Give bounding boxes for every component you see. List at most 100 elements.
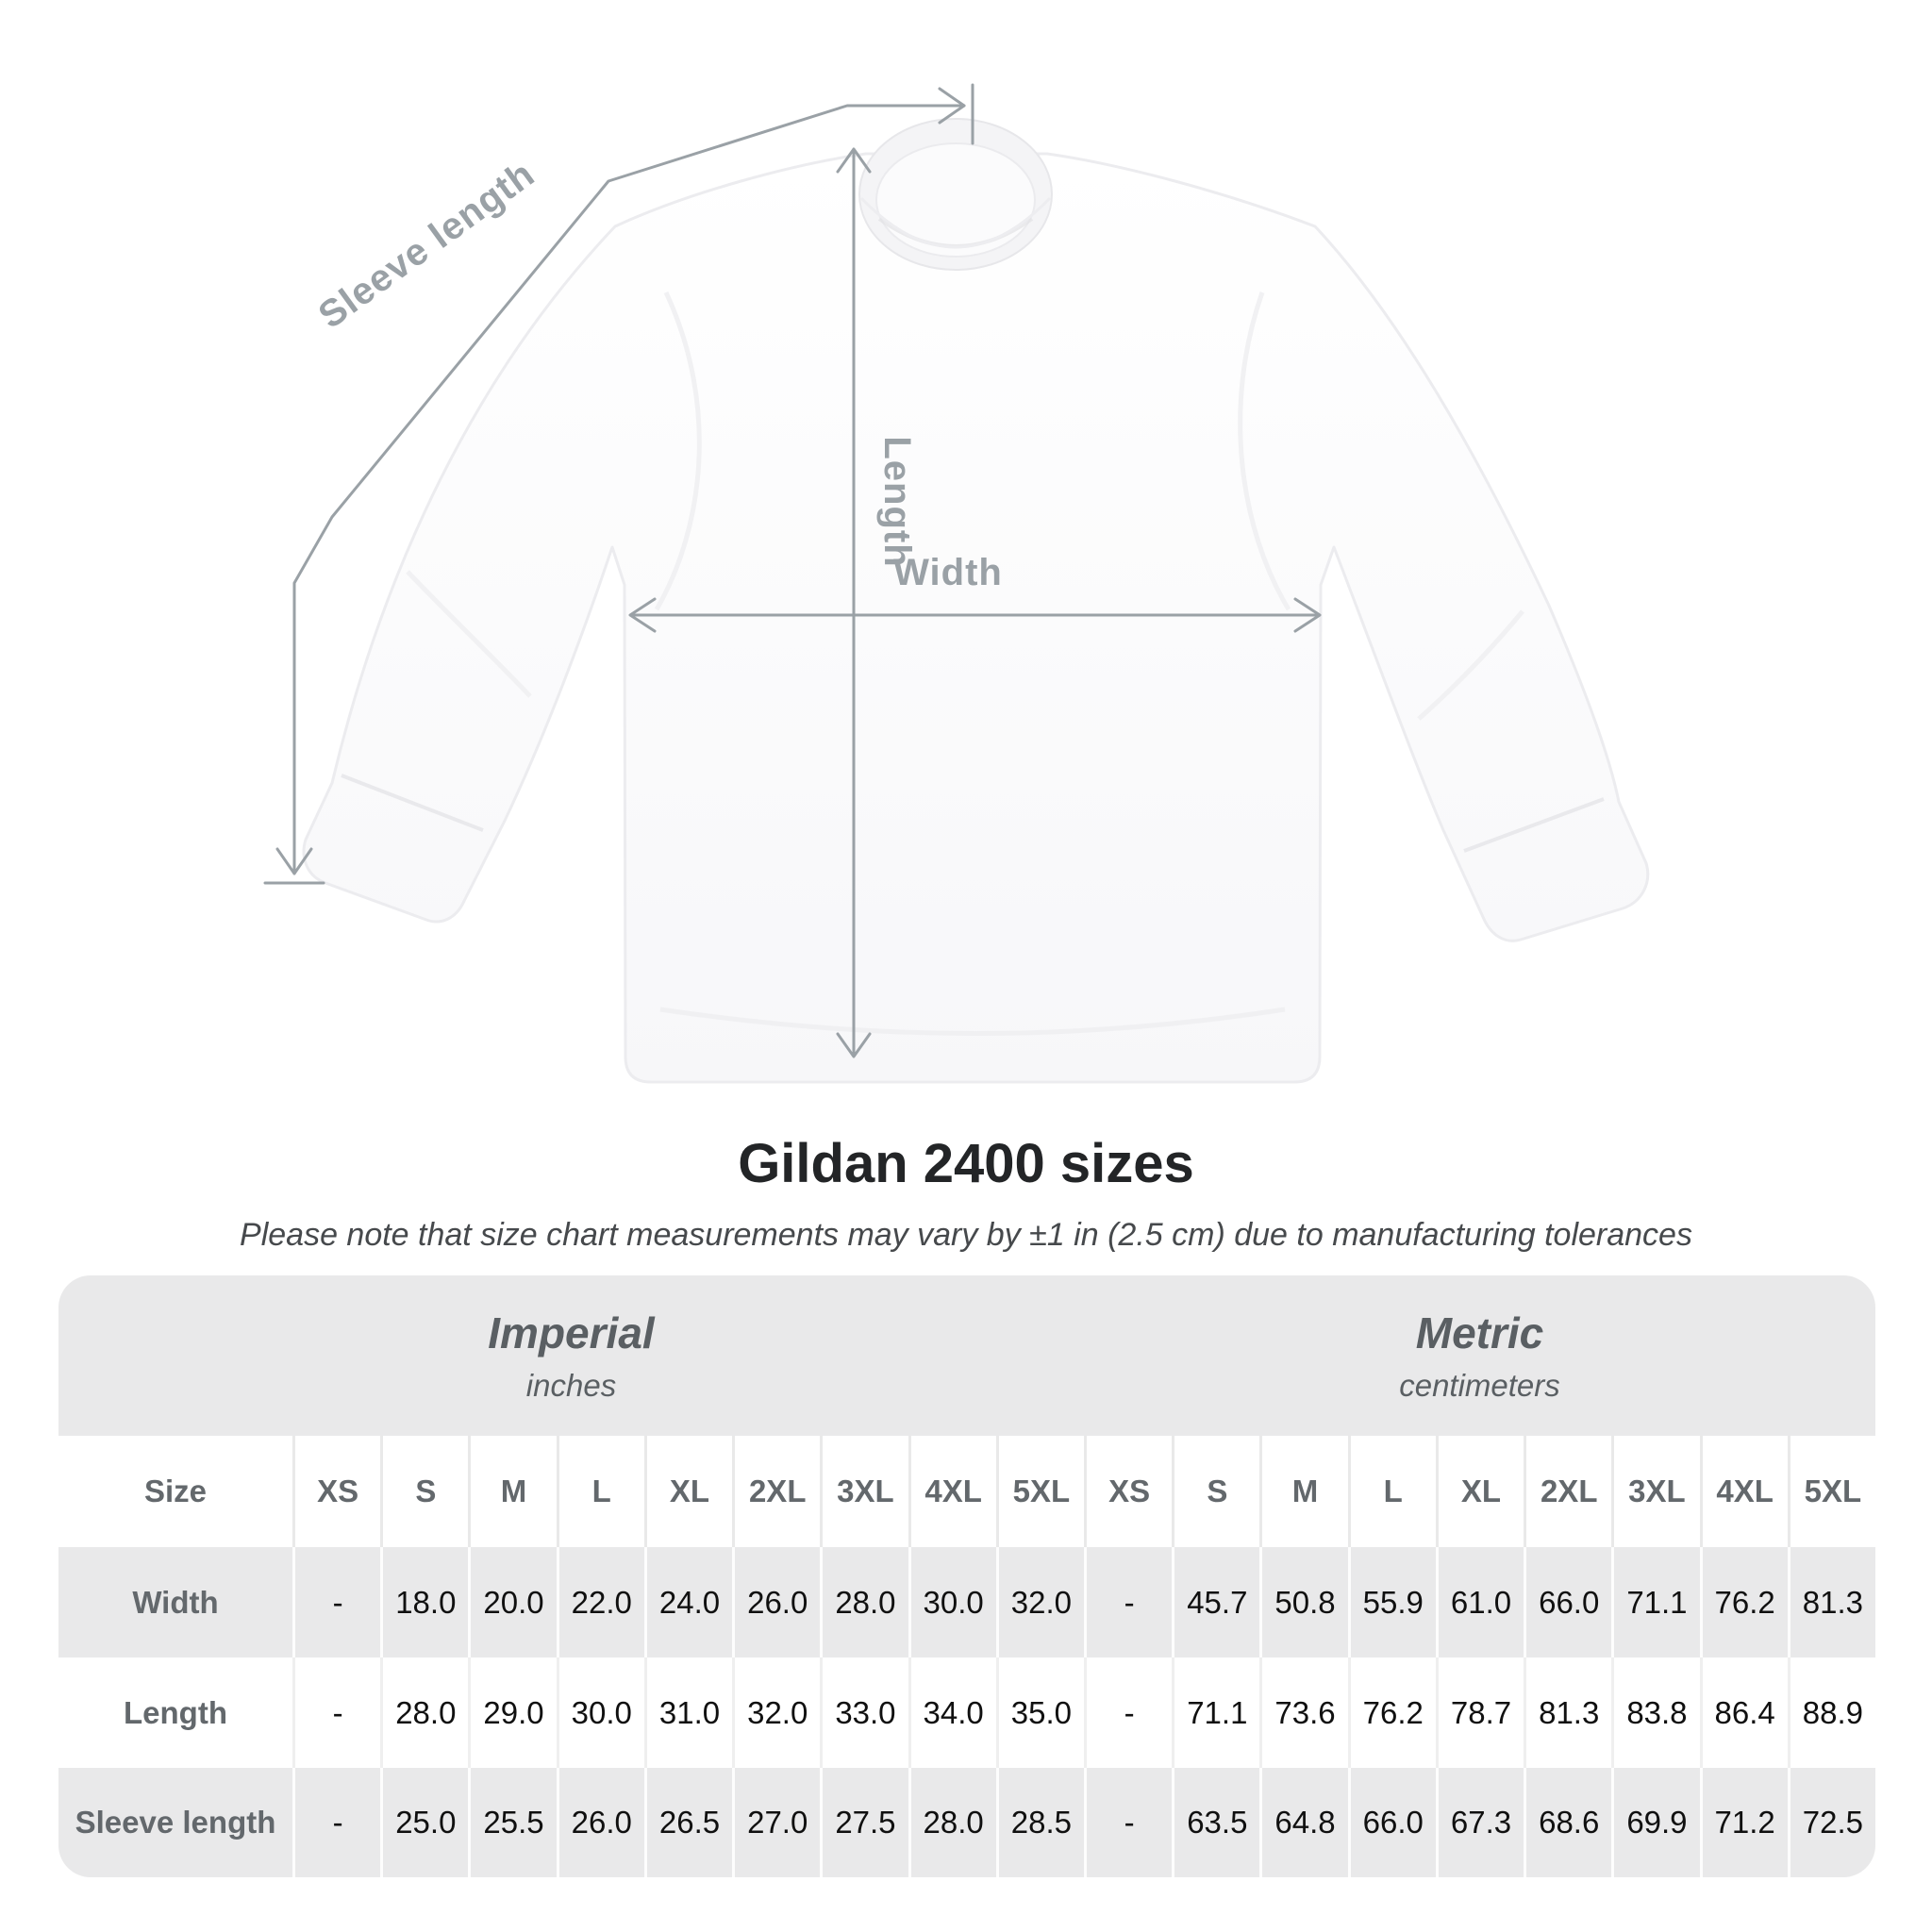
cell: 71.2 (1699, 1768, 1788, 1877)
row-label: Sleeve length (75, 1805, 276, 1840)
col-header: 3XL (820, 1436, 908, 1547)
cell: 34.0 (908, 1657, 996, 1768)
col-header: XL (1435, 1436, 1524, 1547)
size-chart-table: Imperial inches Metric centimeters Size … (58, 1275, 1875, 1877)
cell: - (292, 1547, 380, 1657)
cell: 55.9 (1347, 1547, 1436, 1657)
cell: 33.0 (820, 1657, 908, 1768)
cell: 86.4 (1699, 1657, 1788, 1768)
row-label: Length (124, 1694, 227, 1730)
col-header: XL (643, 1436, 732, 1547)
cell: 32.0 (995, 1547, 1084, 1657)
row-label: Width (132, 1584, 219, 1620)
col-header: 5XL (1787, 1436, 1875, 1547)
cell: 28.0 (820, 1547, 908, 1657)
metric-unit-label: centimeters (1399, 1368, 1560, 1403)
col-header: M (468, 1436, 556, 1547)
col-header: 3XL (1611, 1436, 1699, 1547)
cell: 66.0 (1524, 1547, 1611, 1657)
cell: 28.0 (380, 1657, 468, 1768)
col-header: 2XL (732, 1436, 820, 1547)
sleeve-length-label: Sleeve length (311, 153, 542, 337)
cell: 66.0 (1347, 1768, 1436, 1877)
cell: 28.5 (995, 1768, 1084, 1877)
col-header: 4XL (1699, 1436, 1788, 1547)
col-header: 2XL (1524, 1436, 1611, 1547)
cell: 26.5 (643, 1768, 732, 1877)
cell: 64.8 (1259, 1768, 1347, 1877)
shirt-size-diagram: Sleeve length Length Width (263, 83, 1650, 1084)
cell: - (1083, 1657, 1172, 1768)
cell: 61.0 (1435, 1547, 1524, 1657)
cell: 26.0 (556, 1768, 644, 1877)
cell: 88.9 (1787, 1657, 1875, 1768)
cell: - (292, 1768, 380, 1877)
metric-label: Metric (1415, 1308, 1544, 1357)
length-measure-line (836, 147, 872, 1058)
cell: 71.1 (1172, 1657, 1259, 1768)
cell: 32.0 (732, 1657, 820, 1768)
cell: 31.0 (643, 1657, 732, 1768)
fabric-folds (406, 291, 1524, 1036)
cell: 63.5 (1172, 1768, 1259, 1877)
metric-group-header: Metric centimeters (1084, 1275, 1875, 1436)
size-column-header: Size (143, 1474, 208, 1508)
col-header: XS (1083, 1436, 1172, 1547)
table-row-length: Length - 28.0 29.0 30.0 31.0 32.0 33.0 3… (58, 1657, 1875, 1768)
width-label: Width (893, 552, 1003, 593)
cell: - (1083, 1547, 1172, 1657)
cell: 30.0 (908, 1547, 996, 1657)
cell: 25.5 (468, 1768, 556, 1877)
sleeve-length-measure-line (263, 83, 974, 885)
cell: 71.1 (1611, 1547, 1699, 1657)
imperial-group-header: Imperial inches (58, 1275, 1084, 1436)
cell: 24.0 (643, 1547, 732, 1657)
length-label: Length (876, 436, 918, 567)
cell: 69.9 (1611, 1768, 1699, 1877)
cell: 50.8 (1259, 1547, 1347, 1657)
cell: 73.6 (1259, 1657, 1347, 1768)
cell: 81.3 (1787, 1547, 1875, 1657)
col-header: L (556, 1436, 644, 1547)
cell: 28.0 (908, 1768, 996, 1877)
cell: 29.0 (468, 1657, 556, 1768)
imperial-unit-label: inches (525, 1368, 617, 1403)
unit-group-header-row: Imperial inches Metric centimeters (58, 1275, 1875, 1436)
cell: 25.0 (380, 1768, 468, 1877)
imperial-label: Imperial (488, 1308, 655, 1357)
cell: 27.5 (820, 1768, 908, 1877)
long-sleeve-shirt-illustration (302, 118, 1650, 1084)
collar (858, 118, 1053, 271)
col-header: S (380, 1436, 468, 1547)
col-header: 5XL (995, 1436, 1084, 1547)
cell: 68.6 (1524, 1768, 1611, 1877)
page-title: Gildan 2400 sizes (738, 1133, 1194, 1194)
cell: 76.2 (1347, 1657, 1436, 1768)
table-row-width: Width - 18.0 20.0 22.0 24.0 26.0 28.0 30… (58, 1547, 1875, 1657)
cell: 67.3 (1435, 1768, 1524, 1877)
cell: 22.0 (556, 1547, 644, 1657)
col-header: S (1172, 1436, 1259, 1547)
col-header: L (1347, 1436, 1436, 1547)
cuff-seams (341, 774, 1605, 853)
col-header: M (1259, 1436, 1347, 1547)
cell: 20.0 (468, 1547, 556, 1657)
cell: - (1083, 1768, 1172, 1877)
cell: 26.0 (732, 1547, 820, 1657)
cell: - (292, 1657, 380, 1768)
cell: 35.0 (995, 1657, 1084, 1768)
cell: 76.2 (1699, 1547, 1788, 1657)
cell: 83.8 (1611, 1657, 1699, 1768)
cell: 72.5 (1787, 1768, 1875, 1877)
width-measure-line (628, 597, 1322, 633)
tolerance-note: Please note that size chart measurements… (240, 1217, 1692, 1253)
cell: 78.7 (1435, 1657, 1524, 1768)
size-header-row: Size XS S M L XL 2XL 3XL 4XL 5XL XS S M … (58, 1436, 1875, 1547)
col-header: XS (292, 1436, 380, 1547)
cell: 81.3 (1524, 1657, 1611, 1768)
cell: 18.0 (380, 1547, 468, 1657)
cell: 30.0 (556, 1657, 644, 1768)
table-row-sleeve-length: Sleeve length - 25.0 25.5 26.0 26.5 27.0… (58, 1768, 1875, 1877)
cell: 45.7 (1172, 1547, 1259, 1657)
cell: 27.0 (732, 1768, 820, 1877)
